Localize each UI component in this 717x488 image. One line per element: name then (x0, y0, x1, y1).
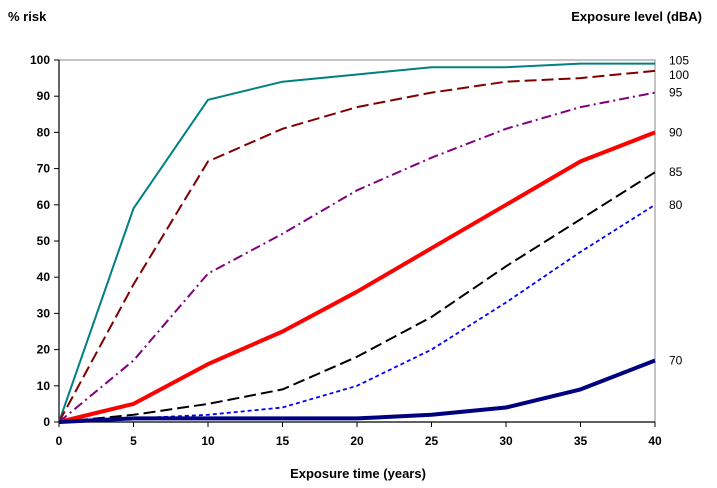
x-tick-label: 30 (499, 434, 513, 448)
series-line-85 (58, 171, 656, 423)
y-tick-label: 100 (30, 53, 50, 67)
plot-frame (58, 59, 656, 423)
x-tick-label: 35 (574, 434, 588, 448)
y-tick-label: 20 (37, 343, 51, 357)
y-tick-label: 0 (43, 415, 50, 429)
x-tick-label: 5 (130, 434, 137, 448)
series-label-80: 80 (669, 198, 683, 212)
y-tick-label: 90 (37, 89, 51, 103)
series-label-70: 70 (669, 353, 683, 367)
series-line-80 (58, 204, 656, 423)
series-line-100 (58, 69, 656, 423)
series-line-95 (58, 91, 656, 423)
plot-area: 0 10 20 30 40 50 60 70 80 90 100 0 5 10 15 20 25 30 35 40 10… (30, 53, 689, 448)
x-tick-label: 40 (648, 434, 662, 448)
series-label-100: 100 (669, 68, 689, 82)
legend-title: Exposure level (dBA) (571, 9, 702, 24)
x-tick-label: 15 (276, 434, 290, 448)
y-tick-label: 30 (37, 306, 51, 320)
y-tick-label: 50 (37, 234, 51, 248)
y-tick-label: 10 (37, 379, 51, 393)
series-line-90 (58, 130, 656, 424)
series-line-105 (58, 62, 655, 423)
series-label-85: 85 (669, 165, 683, 179)
series-label-95: 95 (669, 86, 683, 100)
y-tick-label: 80 (37, 125, 51, 139)
series-label-105: 105 (669, 54, 689, 68)
x-tick-label: 0 (56, 434, 63, 448)
x-tick-label: 10 (201, 434, 215, 448)
x-tick-label: 20 (350, 434, 364, 448)
x-axis-title: Exposure time (years) (290, 466, 426, 481)
y-axis-title: % risk (8, 9, 47, 24)
series-label-90: 90 (669, 125, 683, 139)
y-tick-label: 40 (37, 270, 51, 284)
x-tick-label: 25 (425, 434, 439, 448)
y-tick-label: 70 (37, 162, 51, 176)
y-tick-label: 60 (37, 198, 51, 212)
series-line-70 (58, 358, 656, 424)
